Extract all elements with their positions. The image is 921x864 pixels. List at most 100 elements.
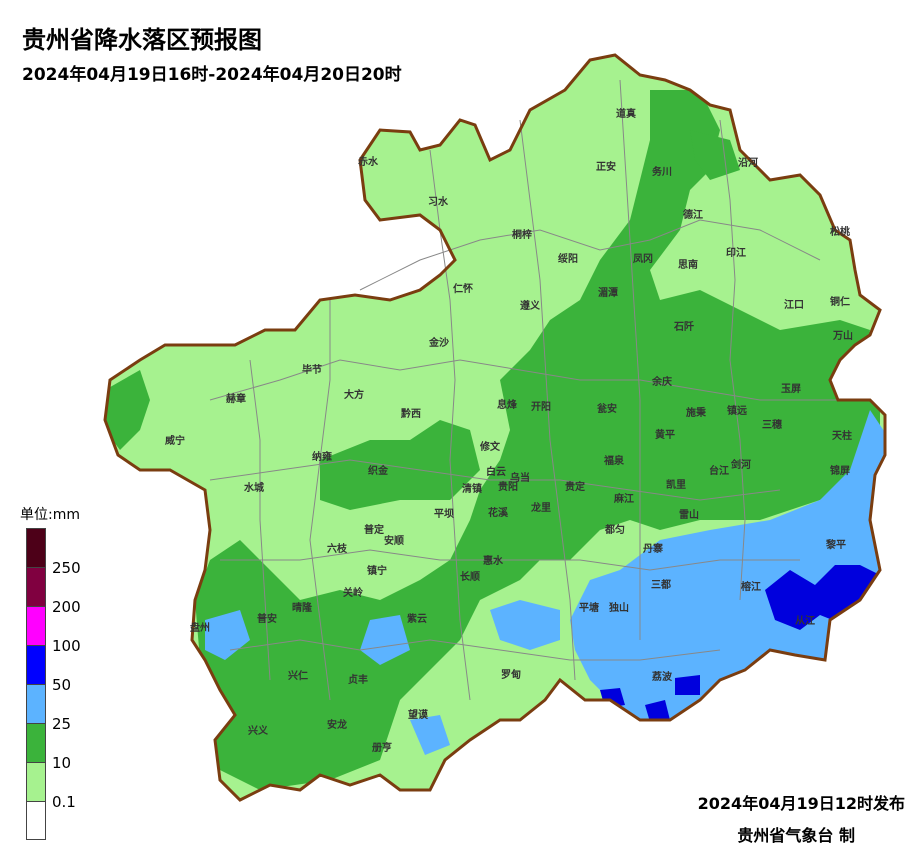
zone-rainstorm-south2 [645, 700, 670, 722]
city-label: 镇远 [727, 404, 747, 417]
city-label: 黄平 [655, 428, 675, 441]
city-label: 纳雍 [312, 450, 332, 463]
city-label: 三都 [651, 578, 671, 591]
city-label: 黔西 [401, 407, 421, 420]
city-label: 沿河 [738, 156, 758, 169]
zone-heavy-rain-southeast [570, 410, 885, 720]
city-label: 六枝 [327, 542, 348, 555]
city-label: 惠水 [483, 554, 504, 567]
legend-swatch [26, 567, 46, 606]
city-label: 镇宁 [367, 564, 387, 577]
city-label: 榕江 [741, 580, 761, 593]
zone-moderate-rain-east [195, 90, 880, 790]
city-label: 白云 [486, 465, 506, 478]
city-label: 铜仁 [830, 295, 850, 308]
city-label: 剑河 [730, 458, 751, 471]
city-label: 万山 [832, 329, 853, 342]
city-label: 威宁 [165, 434, 185, 447]
issuer: 贵州省气象台 制 [737, 826, 855, 845]
city-label: 平坝 [434, 507, 454, 520]
city-label: 兴仁 [288, 669, 308, 682]
city-label: 松桃 [830, 225, 850, 238]
city-label: 长顺 [460, 570, 480, 583]
city-label: 水城 [243, 481, 264, 494]
city-label: 江口 [784, 298, 804, 311]
city-label: 台江 [709, 464, 729, 477]
city-label: 花溪 [488, 506, 509, 519]
legend-swatch [26, 684, 46, 723]
city-label: 关岭 [343, 586, 363, 599]
city-label: 安顺 [384, 534, 404, 547]
city-label: 兴义 [248, 724, 269, 737]
zone-heavy-rain-south [490, 600, 560, 650]
city-label: 大方 [344, 388, 364, 401]
city-label: 独山 [609, 601, 629, 614]
city-label: 开阳 [531, 401, 551, 413]
city-label: 望谟 [408, 708, 429, 721]
city-label: 荔波 [651, 670, 673, 683]
city-label: 锦屏 [830, 464, 850, 477]
city-label: 凯里 [666, 478, 686, 491]
zone-heavy-rain-wangmo [410, 715, 450, 755]
zone-rainstorm-libo [675, 675, 700, 695]
city-label: 盘州 [190, 621, 210, 634]
city-label: 桐梓 [512, 228, 532, 241]
city-label: 玉屏 [781, 383, 801, 395]
city-label: 赤水 [358, 155, 379, 168]
city-label: 息烽 [497, 398, 518, 411]
city-label: 正安 [596, 160, 616, 173]
city-label: 贵阳 [498, 480, 518, 493]
zone-moderate-rain-north [690, 130, 740, 180]
forecast-period: 2024年04月19日16时-2024年04月20日20时 [22, 65, 402, 85]
city-label: 乌当 [510, 471, 530, 484]
city-label: 余庆 [651, 375, 672, 388]
city-label: 晴隆 [292, 601, 313, 614]
legend-label: 100 [52, 637, 81, 655]
legend-label: 25 [52, 715, 72, 733]
map-title: 贵州省降水落区预报图 [22, 26, 262, 54]
legend-label: 10 [52, 754, 72, 772]
city-label: 罗甸 [501, 668, 521, 681]
city-labels: 道真 赤水 正安 务川 沿河 习水 桐梓 德江 松桃 绥阳 凤冈 印江 思南 仁… [165, 107, 853, 754]
city-label: 都匀 [604, 523, 625, 536]
legend-swatch [26, 723, 46, 762]
city-label: 绥阳 [558, 252, 578, 265]
city-label: 石阡 [673, 320, 694, 333]
city-label: 瓮安 [597, 402, 617, 415]
city-label: 遵义 [520, 299, 541, 312]
city-label: 普定 [364, 523, 384, 536]
legend-swatch [26, 606, 46, 645]
city-label: 湄潭 [598, 286, 618, 299]
legend-color-bar [26, 528, 46, 840]
legend-swatch [26, 801, 46, 840]
city-label: 从江 [795, 614, 815, 627]
legend-label: 50 [52, 676, 72, 694]
city-label: 修文 [479, 440, 501, 453]
city-label: 平塘 [579, 601, 599, 614]
city-label: 贵定 [565, 480, 585, 493]
county-boundaries [209, 79, 840, 701]
city-label: 毕节 [302, 363, 322, 376]
legend-label: 0.1 [52, 793, 76, 811]
city-label: 黎平 [826, 538, 846, 551]
legend-swatch [26, 762, 46, 801]
zone-heavy-rain-southwest [205, 610, 250, 660]
city-label: 赫章 [226, 392, 246, 405]
city-label: 丹寨 [643, 542, 663, 555]
city-label: 册亨 [372, 741, 392, 754]
city-label: 安龙 [327, 718, 347, 731]
city-label: 凤冈 [633, 253, 653, 265]
legend-label: 200 [52, 598, 81, 616]
city-label: 德江 [682, 208, 703, 221]
city-label: 福泉 [603, 454, 625, 467]
city-label: 印江 [726, 246, 746, 259]
city-label: 三穗 [762, 418, 782, 431]
city-label: 贞丰 [348, 673, 368, 686]
zone-heavy-rain-zhenfeng [360, 615, 410, 665]
city-label: 织金 [368, 464, 389, 477]
city-label: 思南 [678, 258, 698, 271]
city-label: 清镇 [462, 482, 482, 495]
issue-time: 2024年04月19日12时发布 [697, 794, 905, 813]
